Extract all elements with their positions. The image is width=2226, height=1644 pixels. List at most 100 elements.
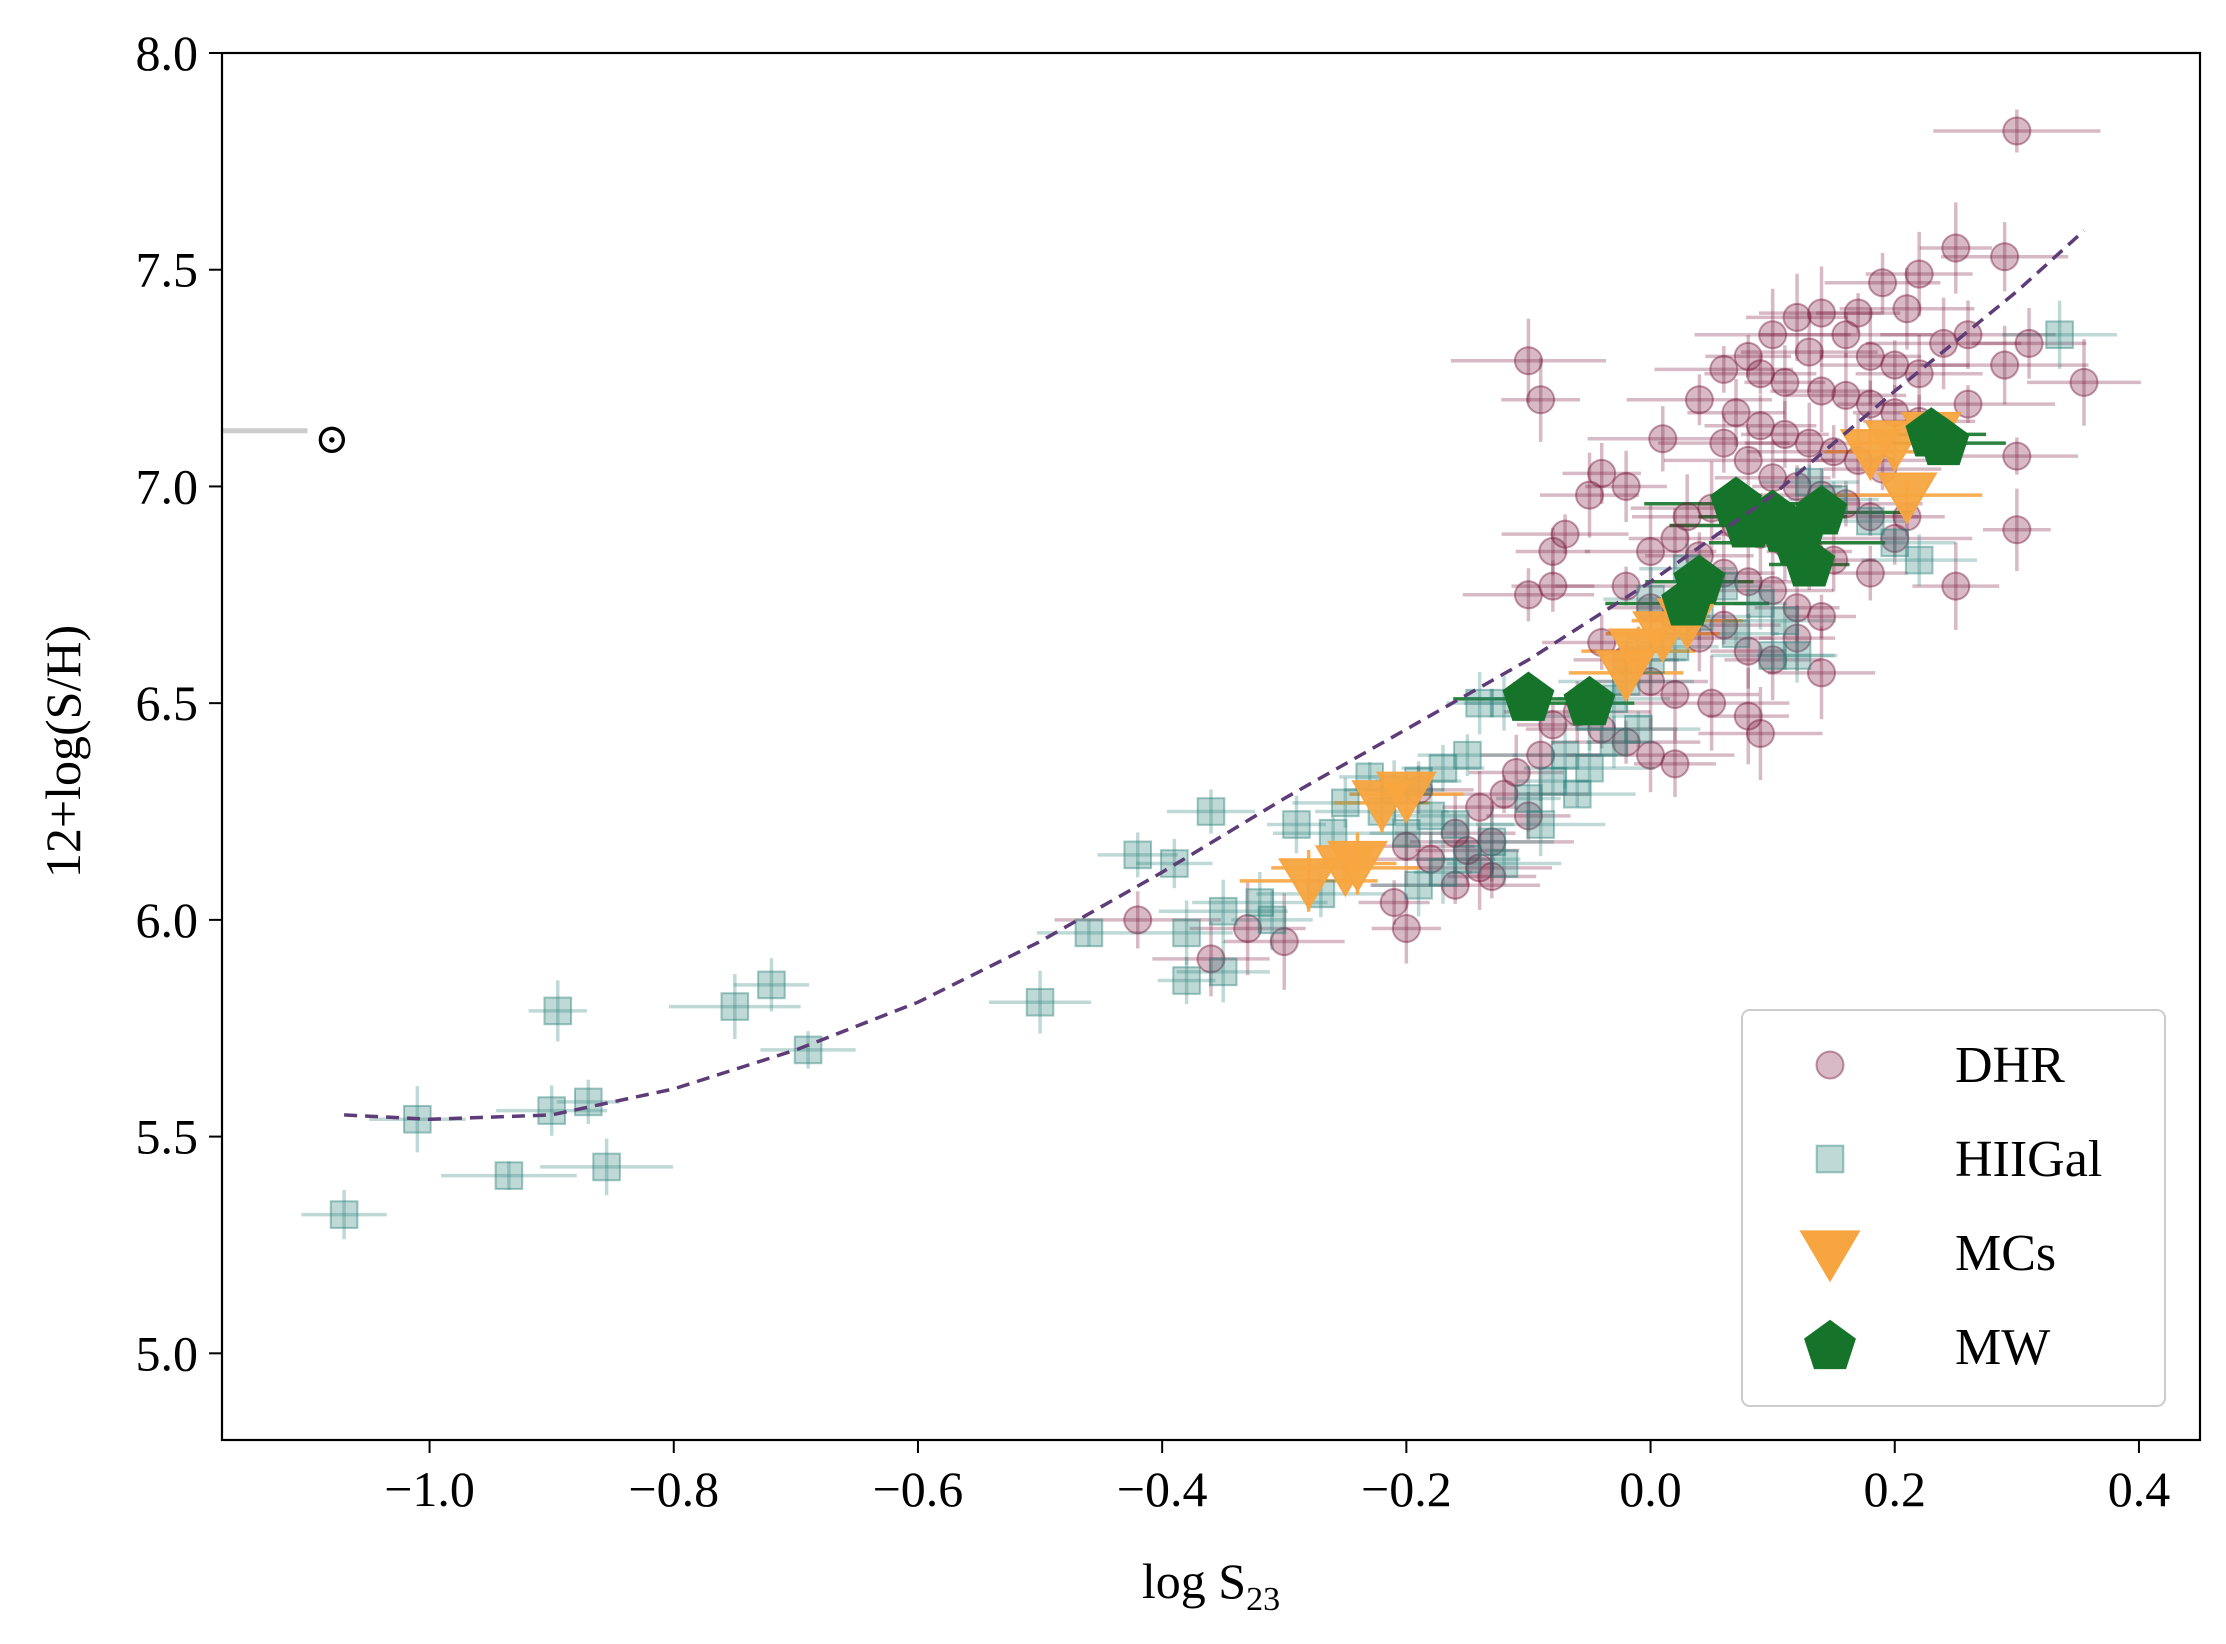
series-layer [329, 116, 2099, 1229]
data-point-hiigal [757, 970, 786, 1000]
series-hiigal [329, 320, 2074, 1229]
y-tick-label: 7.0 [136, 458, 199, 514]
data-point-hiigal [1599, 727, 1629, 757]
y-axis-label: 12+log(S/H) [35, 625, 91, 878]
data-point-dhr [1501, 757, 1531, 788]
data-point-hiigal [1074, 918, 1104, 948]
data-point-dhr [1574, 480, 1605, 510]
data-point-dhr [1391, 831, 1421, 861]
data-point-dhr [1709, 354, 1739, 384]
data-point-mcs [1278, 858, 1340, 911]
x-axis-label: log S23 [1142, 1553, 1280, 1618]
data-point-hiigal [1331, 788, 1360, 818]
data-point-dhr [1440, 818, 1470, 848]
data-point-dhr [1990, 350, 2020, 380]
data-point-dhr [1697, 688, 1727, 718]
data-point-hiigal [1123, 840, 1153, 870]
data-point-mcs [1876, 472, 1938, 525]
data-point-dhr [1379, 888, 1409, 918]
data-point-dhr [1745, 718, 1775, 749]
data-point-dhr [1672, 502, 1702, 532]
legend-marker-mw [1804, 1319, 1856, 1370]
data-point-hiigal [592, 1152, 621, 1182]
data-point-dhr [1513, 580, 1543, 610]
data-point-hiigal [1453, 740, 1482, 770]
sun-marker-group: ⊙ [222, 417, 349, 463]
data-point-dhr [1526, 385, 1556, 415]
x-tick-label: −1.0 [384, 1461, 475, 1517]
data-point-hiigal [1025, 987, 1055, 1017]
x-tick-label: 0.0 [1619, 1461, 1682, 1517]
data-point-dhr [1660, 749, 1690, 779]
x-tick-label: −0.8 [628, 1461, 719, 1517]
data-point-mw [1502, 671, 1555, 721]
data-point-mcs [1595, 650, 1657, 703]
data-point-hiigal [1404, 870, 1433, 900]
data-point-hiigal [1550, 740, 1580, 770]
x-axis-ticks: −1.0 −0.8 −0.6 −0.4 −0.2 0.0 0.2 0.4 [384, 1440, 2170, 1517]
data-point-mw [1905, 407, 1958, 457]
data-point-dhr [1868, 268, 1898, 298]
data-point-hiigal [1770, 606, 1800, 636]
data-point-hiigal [1172, 918, 1201, 948]
data-point-hiigal [329, 1200, 359, 1229]
data-point-dhr [1794, 337, 1824, 367]
data-point-dhr [1477, 862, 1507, 892]
plot-frame [220, 51, 2202, 1442]
data-point-dhr [1477, 827, 1507, 857]
data-point-hiigal [1428, 753, 1458, 783]
data-point-dhr [1733, 567, 1763, 597]
data-point-dhr [1831, 380, 1861, 410]
data-point-dhr [1513, 346, 1543, 376]
legend-marker-hiigal [1815, 1144, 1845, 1174]
legend-item-mw: MW [1804, 1319, 2050, 1376]
data-point-dhr [1819, 437, 1849, 467]
y-axis-ticks: 5.0 5.5 6.0 6.5 7.0 7.5 8.0 [136, 25, 222, 1381]
data-point-dhr [1611, 471, 1641, 501]
data-point-dhr [1855, 558, 1885, 588]
data-point-dhr [1806, 298, 1837, 328]
data-point-hiigal [1196, 797, 1226, 826]
data-point-hiigal [1856, 506, 1885, 536]
data-point-hiigal [1208, 957, 1238, 987]
data-point-dhr [1538, 571, 1568, 601]
data-point-dhr [2069, 367, 2099, 397]
data-point-dhr [1636, 536, 1666, 566]
data-point-dhr [2014, 328, 2044, 358]
data-point-mcs [1839, 429, 1901, 482]
y-tick-label: 6.0 [136, 892, 199, 948]
x-tick-label: −0.2 [1361, 1461, 1452, 1517]
data-point-hiigal [1538, 766, 1568, 796]
data-point-dhr [1721, 398, 1751, 428]
data-point-hiigal [1624, 714, 1653, 744]
data-point-dhr [1782, 593, 1812, 623]
data-point-dhr [1855, 341, 1885, 371]
legend-label: HIIGal [1955, 1131, 2102, 1188]
data-point-dhr [1465, 792, 1495, 822]
data-point-hiigal [1440, 810, 1470, 839]
legend-marker-mcs [1799, 1230, 1861, 1283]
data-point-dhr [1269, 927, 1299, 957]
x-axis-label-main: log S [1142, 1553, 1246, 1609]
data-point-hiigal [1758, 641, 1787, 670]
data-point-hiigal [1880, 528, 1910, 558]
data-point-hiigal [1904, 545, 1934, 575]
data-point-dhr [1904, 259, 1934, 289]
legend-label: MW [1955, 1319, 2050, 1376]
data-point-dhr [1929, 328, 1959, 358]
data-point-dhr [1782, 302, 1812, 332]
x-tick-label: −0.4 [1117, 1461, 1208, 1517]
legend: DHR HIIGal MCs MW [1741, 1009, 2166, 1407]
data-point-hiigal [1526, 810, 1555, 839]
data-point-dhr [2002, 515, 2032, 545]
legend-label: MCs [1955, 1225, 2056, 1282]
data-point-dhr [1733, 445, 1763, 475]
data-point-dhr [1123, 905, 1153, 935]
data-point-dhr [1538, 710, 1568, 740]
data-point-dhr [1831, 320, 1861, 350]
sun-symbol: ⊙ [314, 417, 349, 463]
data-point-dhr [1892, 294, 1922, 324]
data-point-dhr [1794, 428, 1824, 458]
data-point-hiigal [543, 996, 573, 1026]
data-point-dhr [1416, 844, 1446, 874]
